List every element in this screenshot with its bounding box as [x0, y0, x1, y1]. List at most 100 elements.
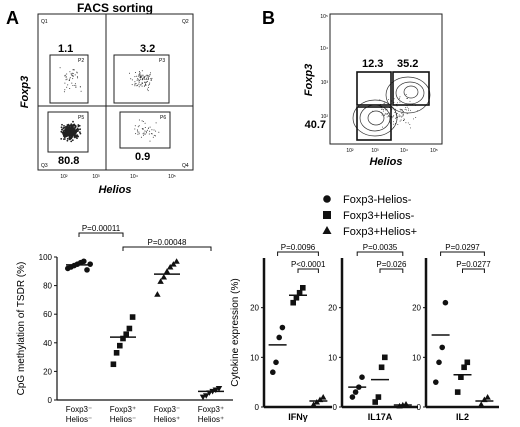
y-tick-label: 10 — [250, 353, 259, 362]
facs-a-event — [147, 75, 149, 77]
data-point-circle — [273, 359, 279, 366]
facs-a-event — [138, 81, 140, 83]
facs-a-xtick-3: 10⁴ — [130, 174, 138, 180]
facs-b-frame — [329, 13, 443, 145]
facs-a-event — [76, 137, 78, 140]
facs-a-gate-p3-label: P3 — [159, 58, 165, 64]
cytokine-chart: Cytokine expression (%) 0 10 20 IFNγ P=0.0096… — [230, 243, 499, 422]
facs-a-gate-p6 — [119, 111, 171, 149]
facs-a-event — [150, 78, 152, 80]
facs-a-event — [139, 79, 141, 81]
facs-b-event — [393, 114, 395, 116]
facs-b-event — [409, 124, 411, 126]
facs-b-event — [394, 112, 396, 114]
facs-a-event — [67, 84, 69, 86]
facs-a-event — [142, 77, 144, 79]
facs-a-event — [67, 124, 70, 127]
facs-b-xlabel: Helios — [369, 156, 402, 168]
facs-a-q4-label: Q4 — [182, 163, 189, 169]
facs-b-event — [399, 120, 401, 122]
facs-b-ytick-4: 10⁵ — [320, 14, 328, 20]
facs-a-event — [145, 84, 147, 86]
y-tick-label: 20 — [412, 304, 421, 313]
facs-a-q3-label: Q3 — [41, 163, 48, 169]
facs-a-event — [131, 79, 133, 81]
facs-a-event — [142, 78, 144, 80]
facs-a-event — [141, 76, 143, 78]
facs-b-event — [399, 108, 401, 110]
data-point-circle — [359, 374, 365, 381]
facs-a-event — [74, 126, 76, 129]
x-category-label: Helios⁻ — [110, 415, 136, 424]
facs-b-event — [403, 120, 405, 122]
facs-a-event — [129, 72, 130, 74]
facs-a-event — [74, 74, 76, 76]
data-point-circle — [349, 394, 356, 400]
facs-a-event — [144, 127, 146, 128]
significance-bracket — [297, 268, 319, 273]
facs-b-contour — [367, 110, 385, 126]
facs-b-event — [384, 112, 386, 114]
facs-a-event — [79, 128, 81, 131]
facs-a-event — [138, 74, 140, 76]
facs-a-event — [148, 75, 150, 77]
facs-b-event — [393, 123, 395, 125]
y-tick-label: 60 — [43, 310, 52, 319]
facs-b-contour — [385, 76, 431, 114]
facs-a-event — [63, 134, 65, 136]
facs-a-event — [69, 77, 71, 79]
x-category-label: Foxp3⁻ — [66, 405, 92, 414]
facs-a-event — [75, 86, 77, 88]
facs-a-event — [153, 129, 155, 131]
facs-b-xtick-2: 10³ — [371, 148, 379, 154]
x-group-label: IFNγ — [288, 412, 308, 422]
facs-b-xtick-3: 10⁴ — [400, 148, 408, 154]
facs-b-event — [403, 118, 405, 120]
facs-a-event — [148, 77, 150, 79]
significance-bracket — [122, 246, 212, 251]
legend-marker-circle — [323, 195, 331, 203]
facs-b-event — [388, 115, 389, 117]
data-point-square — [120, 335, 126, 342]
facs-b-event — [410, 127, 411, 129]
facs-b-event — [395, 117, 397, 119]
facs-b-event — [388, 98, 389, 100]
facs-a-event — [76, 76, 78, 78]
facs-a-event — [64, 89, 66, 91]
facs-b-event — [407, 122, 409, 124]
y-axis-label: Cytokine expression (%) — [230, 278, 241, 386]
facs-a-event — [64, 82, 66, 84]
facs-a-event — [136, 75, 138, 77]
facs-a-event — [143, 134, 144, 136]
legend-label-1: Foxp3-Helios- — [343, 194, 412, 206]
legend-label-2: Foxp3+Helios- — [343, 210, 415, 222]
facs-a-event — [76, 72, 78, 74]
facs-a-event — [71, 82, 73, 84]
facs-a-gate-p2 — [49, 54, 89, 104]
facs-a-pct-2: 3.2 — [140, 43, 155, 55]
data-point-square — [378, 364, 385, 371]
facs-a-event — [70, 129, 74, 133]
facs-b-event — [386, 116, 388, 118]
y-tick-label: 0 — [48, 396, 53, 405]
facs-a-event — [68, 79, 70, 81]
data-point-circle — [276, 334, 283, 341]
facs-b-event — [405, 109, 407, 111]
facs-a-event — [144, 84, 146, 86]
facs-b-event — [396, 102, 398, 104]
p-value-label: P=0.0297 — [445, 243, 480, 252]
facs-b-event — [401, 115, 403, 117]
facs-a-event — [146, 74, 148, 76]
facs-plot-a: FACS sorting Q1 Q2 Q3 Q4 P2 P3 P5 P6 1.1… — [19, 1, 194, 196]
facs-a-event — [151, 79, 152, 81]
data-point-square — [454, 389, 461, 395]
facs-a-event — [71, 139, 74, 142]
facs-b-event — [393, 98, 395, 100]
data-point-circle — [352, 389, 359, 395]
facs-a-event — [73, 69, 75, 71]
facs-a-event — [131, 84, 133, 86]
facs-a-event — [147, 76, 149, 78]
facs-a-xtick-1: 10² — [60, 174, 68, 180]
facs-a-event — [153, 134, 155, 136]
facs-b-event — [382, 110, 384, 112]
